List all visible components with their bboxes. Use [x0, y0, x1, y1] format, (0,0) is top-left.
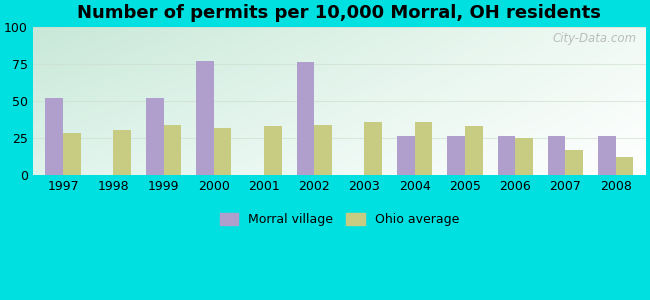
Bar [598, 136, 616, 175]
Bar [146, 98, 164, 175]
Bar [397, 136, 415, 175]
Bar [447, 136, 465, 175]
Bar [164, 124, 181, 175]
Title: Number of permits per 10,000 Morral, OH residents: Number of permits per 10,000 Morral, OH … [77, 4, 601, 22]
Bar [566, 150, 583, 175]
Bar [515, 138, 533, 175]
Bar [196, 61, 214, 175]
Bar [616, 157, 633, 175]
Legend: Morral village, Ohio average: Morral village, Ohio average [214, 208, 464, 231]
Bar [314, 124, 332, 175]
Bar [415, 122, 432, 175]
Bar [113, 130, 131, 175]
Bar [63, 134, 81, 175]
Bar [365, 122, 382, 175]
Bar [296, 62, 314, 175]
Bar [46, 98, 63, 175]
Text: City-Data.com: City-Data.com [552, 32, 636, 45]
Bar [214, 128, 231, 175]
Bar [498, 136, 515, 175]
Bar [264, 126, 281, 175]
Bar [548, 136, 566, 175]
Bar [465, 126, 482, 175]
